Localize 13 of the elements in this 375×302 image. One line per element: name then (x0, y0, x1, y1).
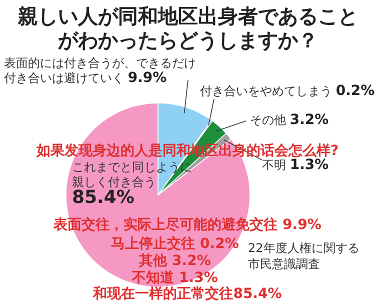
text: 22年度人権に関する市民意識調査 (248, 240, 360, 272)
data-label: 9.9% (128, 70, 167, 86)
data-label: 0.2% (336, 83, 375, 99)
slice-label: その他 (250, 113, 286, 127)
text: 和现在一样的正常交往85.4% (92, 285, 283, 302)
chart-title: 親しい人が同和地区出身者であることがわかったらどうしますか？ (16, 4, 359, 52)
text: 不知道 1.3% (132, 270, 218, 286)
data-label: 1.3% (290, 157, 329, 173)
slice-label: 不明 (262, 158, 286, 172)
data-label: 85.4% (72, 187, 134, 208)
text: 其他 3.2% (139, 253, 211, 269)
data-label: 3.2% (290, 112, 329, 128)
slice-label: 付き合いをやめてしまう (200, 84, 332, 98)
